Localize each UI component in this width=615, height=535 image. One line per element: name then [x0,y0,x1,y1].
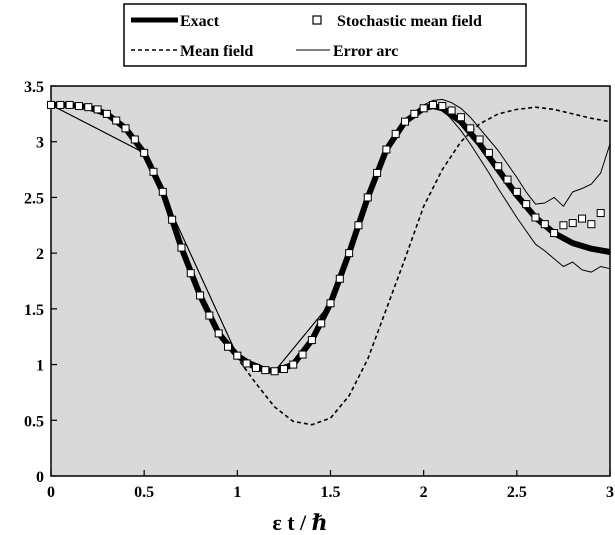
y-tick-label: 2 [36,246,44,263]
y-tick-label: 1 [36,358,44,375]
stochastic-point [158,187,167,196]
stochastic-point [102,109,111,118]
x-tick-label: 3 [606,484,614,501]
stochastic-point [596,209,605,218]
series-layer [47,98,611,426]
stochastic-point [503,175,512,184]
stochastic-point [419,104,428,113]
stochastic-point [205,311,214,320]
stochastic-point [484,148,493,157]
stochastic-point [168,215,177,224]
stochastic-point [428,100,437,109]
y-tick-label: 0 [36,469,44,486]
stochastic-point [233,351,242,360]
stochastic-point [326,299,335,308]
stochastic-point [289,360,298,369]
legend-label-mean-field: Mean field [180,43,253,60]
stochastic-point [335,274,344,283]
y-tick-label: 3.5 [24,79,44,96]
x-tick-label: 0 [47,484,55,501]
stochastic-point [354,221,363,230]
stochastic-point [224,342,233,351]
stochastic-point [84,103,93,112]
stochastic-point [391,129,400,138]
y-tick-label: 2.5 [24,190,44,207]
x-tick-label: 2.5 [507,484,527,501]
stochastic-point [270,367,279,376]
stochastic-point [382,145,391,154]
stochastic-point [93,105,102,114]
stochastic-point [47,100,55,109]
stochastic-point [140,148,149,157]
stochastic-point [345,249,354,258]
stochastic-point [475,135,484,144]
stochastic-point [317,319,326,328]
stochastic-point [214,329,223,338]
x-tick-label: 1 [233,484,241,501]
stochastic-point [363,193,372,202]
stochastic-point [578,214,587,223]
stochastic-point [149,167,158,176]
axis-ticks: 0 0.5 1 1.5 2 2.5 3 0 0.5 1 1.5 2 2.5 3 3.5 [24,79,614,501]
stochastic-point [531,213,540,222]
stochastic-point [456,113,465,122]
legend-label-stochastic: Stochastic mean field [337,13,482,30]
stochastic-point [401,117,410,126]
stochastic-point [307,336,316,345]
stochastic-point [559,221,568,230]
legend-box [123,3,527,67]
stochastic-point [568,219,577,228]
legend: Exact Stochastic mean field Mean field E… [123,3,527,67]
stochastic-point [540,220,549,229]
stochastic-point [512,187,521,196]
legend-swatch-stochastic [312,15,322,25]
stochastic-point [261,366,270,375]
stochastic-point [466,124,475,133]
stochastic-point [587,220,596,229]
stochastic-point [242,359,251,368]
stochastic-point [522,200,531,209]
stochastic-point [130,135,139,144]
stochastic-point [550,229,559,238]
stochastic-point [373,168,382,177]
series-line-2 [51,104,611,426]
stochastic-point [177,243,186,252]
stochastic-point [121,124,130,133]
stochastic-point [438,102,447,111]
stochastic-point [112,116,121,125]
stochastic-point [196,291,205,300]
stochastic-point [279,365,288,374]
stochastic-point [447,106,456,115]
stochastic-point [298,350,307,359]
stochastic-point [56,100,65,109]
x-tick-label: 1.5 [321,484,341,501]
y-tick-label: 1.5 [24,302,44,319]
stochastic-point [65,100,74,109]
y-tick-label: 0.5 [24,413,44,430]
legend-label-error-arc: Error arc [333,43,398,60]
stochastic-point [251,363,260,372]
stochastic-point [494,162,503,171]
y-tick-label: 3 [36,135,44,152]
x-axis-label: ε t / ℏ [272,510,327,535]
stochastic-point [410,109,419,118]
x-tick-label: 2 [420,484,428,501]
x-tick-label: 0.5 [134,484,154,501]
stochastic-point [74,102,83,111]
stochastic-point [186,269,195,278]
legend-label-exact: Exact [180,13,220,30]
